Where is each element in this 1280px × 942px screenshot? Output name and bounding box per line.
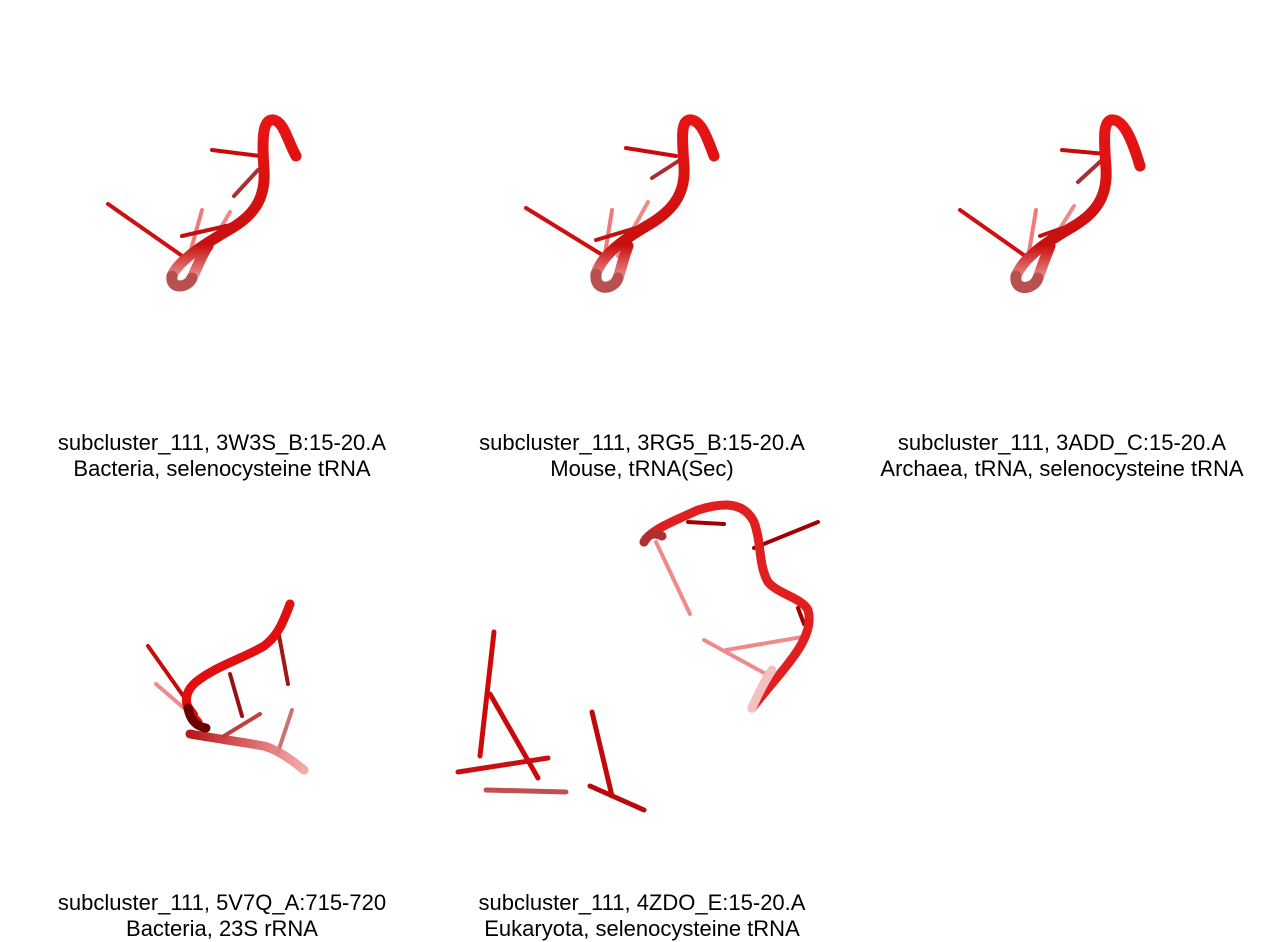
rna-structure-image [432, 470, 852, 890]
panel-title: subcluster_111, 3ADD_C:15-20.A [852, 430, 1272, 456]
structure-panel-4: subcluster_111, 5V7Q_A:715-720 Bacteria,… [12, 470, 432, 940]
rna-structure-image [12, 470, 432, 890]
panel-title: subcluster_111, 3W3S_B:15-20.A [12, 430, 432, 456]
panel-title: subcluster_111, 5V7Q_A:715-720 [12, 890, 432, 916]
structure-panel-1: subcluster_111, 3W3S_B:15-20.A Bacteria,… [12, 10, 432, 480]
panel-subtitle: Eukaryota, selenocysteine tRNA [432, 916, 852, 942]
panel-title: subcluster_111, 3RG5_B:15-20.A [432, 430, 852, 456]
structure-panel-2: subcluster_111, 3RG5_B:15-20.A Mouse, tR… [432, 10, 852, 480]
rna-structure-image [852, 10, 1272, 430]
rna-structure-image [12, 10, 432, 430]
panel-title: subcluster_111, 4ZDO_E:15-20.A [432, 890, 852, 916]
panel-subtitle: Archaea, tRNA, selenocysteine tRNA [852, 456, 1272, 482]
structure-panel-5: subcluster_111, 4ZDO_E:15-20.A Eukaryota… [432, 470, 852, 940]
structure-panel-3: subcluster_111, 3ADD_C:15-20.A Archaea, … [852, 10, 1272, 480]
rna-structure-image [432, 10, 852, 430]
panel-subtitle: Bacteria, 23S rRNA [12, 916, 432, 942]
